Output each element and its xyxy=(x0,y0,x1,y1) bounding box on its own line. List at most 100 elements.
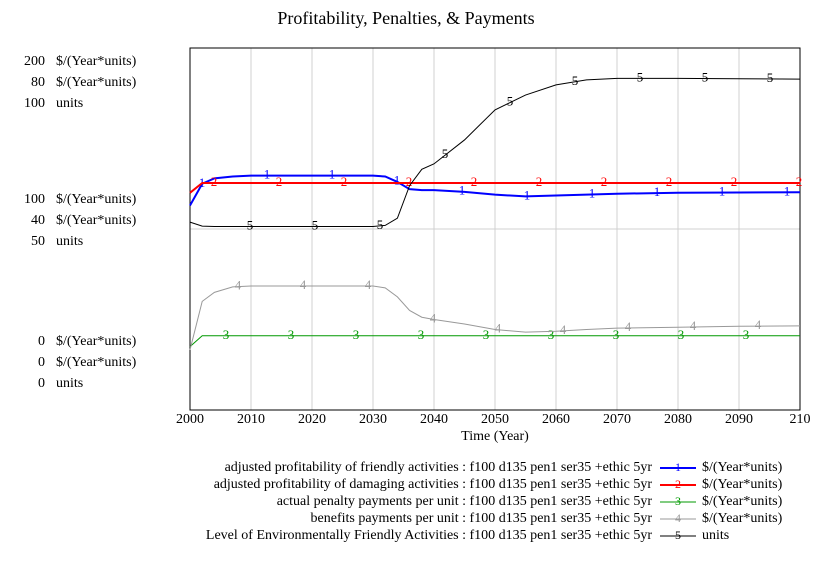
y-tick-unit: units xyxy=(56,96,83,111)
series-marker: 1 xyxy=(459,183,466,198)
y-tick-unit: units xyxy=(56,376,83,391)
series-marker: 4 xyxy=(755,317,762,332)
series-marker: 2 xyxy=(406,174,413,189)
series-line xyxy=(189,77,801,227)
series-marker: 3 xyxy=(223,327,230,342)
series-marker: 5 xyxy=(637,69,644,84)
series-marker: 5 xyxy=(377,217,384,232)
series-line xyxy=(189,182,800,194)
x-tick-label: 210 xyxy=(790,412,811,427)
series-marker: 5 xyxy=(702,70,709,85)
legend-label: adjusted profitability of damaging activ… xyxy=(214,477,653,492)
series-marker: 5 xyxy=(312,217,319,232)
legend-label: actual penalty payments per unit : f100 … xyxy=(277,494,653,509)
legend-label: benefits payments per unit : f100 d135 p… xyxy=(311,511,653,526)
y-tick-unit: $/(Year*units) xyxy=(56,334,137,349)
series-marker: 2 xyxy=(471,174,478,189)
y-tick-label: 100 xyxy=(24,192,45,207)
series-marker: 2 xyxy=(666,174,673,189)
legend-marker: 4 xyxy=(675,511,681,525)
y-tick-label: 50 xyxy=(31,234,45,249)
series-marker: 2 xyxy=(276,174,283,189)
series-marker: 3 xyxy=(678,327,685,342)
series-marker: 2 xyxy=(731,174,738,189)
series-marker: 1 xyxy=(264,167,271,182)
series-marker: 1 xyxy=(719,184,726,199)
series-marker: 5 xyxy=(767,70,774,85)
x-tick-label: 2070 xyxy=(603,412,631,427)
x-axis-label: Time (Year) xyxy=(461,429,529,444)
series-marker: 4 xyxy=(365,277,372,292)
series-marker: 2 xyxy=(211,174,218,189)
y-tick-unit: $/(Year*units) xyxy=(56,75,137,90)
series-marker: 4 xyxy=(560,322,567,337)
y-tick-unit: $/(Year*units) xyxy=(56,54,137,69)
series-marker: 4 xyxy=(300,277,307,292)
series-marker: 3 xyxy=(418,327,425,342)
series-marker: 5 xyxy=(572,73,579,88)
legend-unit: $/(Year*units) xyxy=(702,494,783,509)
legend-label: adjusted profitability of friendly activ… xyxy=(225,460,653,475)
y-tick-unit: units xyxy=(56,234,83,249)
series-marker: 1 xyxy=(524,187,531,202)
series-marker: 4 xyxy=(625,319,632,334)
series-marker: 5 xyxy=(507,94,514,109)
legend-unit: units xyxy=(702,528,729,543)
x-tick-label: 2050 xyxy=(481,412,509,427)
series-marker: 2 xyxy=(536,174,543,189)
legend-marker: 5 xyxy=(675,528,681,542)
series-marker: 3 xyxy=(353,327,360,342)
y-tick-label: 40 xyxy=(31,213,45,228)
series-line xyxy=(189,285,801,350)
legend-marker: 1 xyxy=(675,460,681,474)
series-marker: 2 xyxy=(341,174,348,189)
y-tick-label: 0 xyxy=(38,355,45,370)
legend-unit: $/(Year*units) xyxy=(702,460,783,475)
series-line xyxy=(189,174,801,206)
series-marker: 3 xyxy=(548,327,555,342)
series-marker: 1 xyxy=(654,184,661,199)
series-marker: 1 xyxy=(394,173,401,188)
x-tick-label: 2090 xyxy=(725,412,753,427)
chart-title: Profitability, Penalties, & Payments xyxy=(277,8,534,28)
series-marker: 4 xyxy=(235,278,242,293)
series-marker: 5 xyxy=(247,217,254,232)
x-tick-label: 2000 xyxy=(176,412,204,427)
x-tick-label: 2060 xyxy=(542,412,570,427)
y-tick-label: 0 xyxy=(38,334,45,349)
legend-marker: 3 xyxy=(675,494,681,508)
series-marker: 1 xyxy=(329,167,336,182)
legend-label: Level of Environmentally Friendly Activi… xyxy=(206,528,652,543)
y-tick-unit: $/(Year*units) xyxy=(56,355,137,370)
y-tick-unit: $/(Year*units) xyxy=(56,192,137,207)
series-marker: 1 xyxy=(784,183,791,198)
y-tick-label: 80 xyxy=(31,75,45,90)
y-tick-unit: $/(Year*units) xyxy=(56,213,137,228)
series-marker: 1 xyxy=(589,185,596,200)
series-marker: 4 xyxy=(495,321,502,336)
x-tick-label: 2080 xyxy=(664,412,692,427)
series-marker: 3 xyxy=(483,327,490,342)
series-marker: 4 xyxy=(430,310,437,325)
y-tick-label: 100 xyxy=(24,96,45,111)
legend-unit: $/(Year*units) xyxy=(702,477,783,492)
x-tick-label: 2040 xyxy=(420,412,448,427)
series-marker: 4 xyxy=(690,318,697,333)
y-tick-label: 0 xyxy=(38,376,45,391)
legend-unit: $/(Year*units) xyxy=(702,511,783,526)
legend-marker: 2 xyxy=(675,477,681,491)
x-tick-label: 2030 xyxy=(359,412,387,427)
series-line xyxy=(189,335,800,348)
series-marker: 3 xyxy=(743,327,750,342)
series-marker: 5 xyxy=(442,146,449,161)
y-tick-label: 200 xyxy=(24,54,45,69)
series-marker: 2 xyxy=(601,174,608,189)
x-tick-label: 2020 xyxy=(298,412,326,427)
series-marker: 2 xyxy=(796,174,803,189)
x-tick-label: 2010 xyxy=(237,412,265,427)
series-marker: 3 xyxy=(613,327,620,342)
series-marker: 3 xyxy=(288,327,295,342)
plot-frame xyxy=(189,47,801,411)
